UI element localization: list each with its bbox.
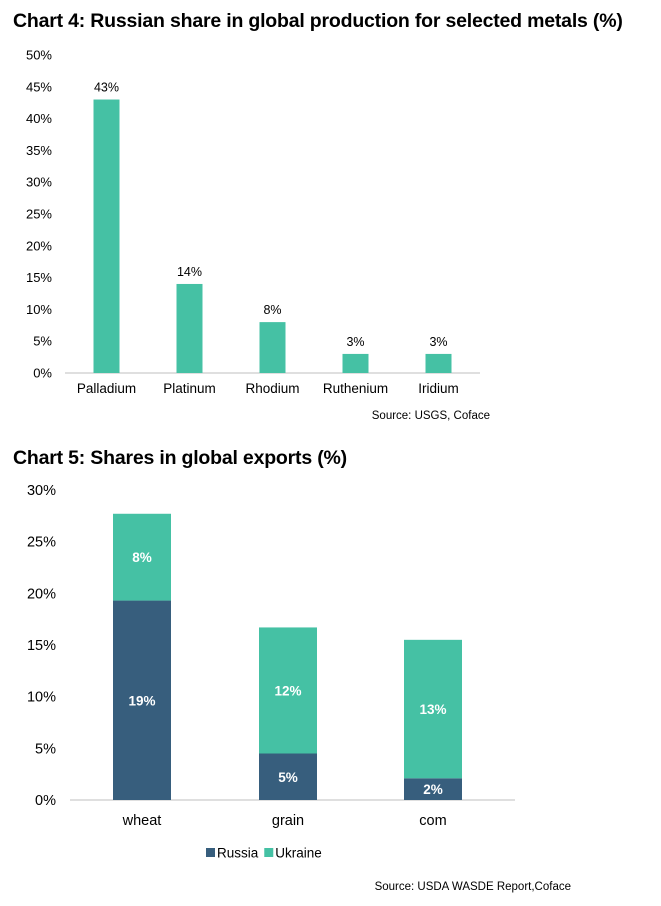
source-note: Source: USDA WASDE Report,Coface <box>375 881 571 893</box>
x-tick-label: Palladium <box>77 381 136 396</box>
legend-label: Ukraine <box>275 846 322 861</box>
y-tick-label: 10% <box>26 302 52 317</box>
data-label: 8% <box>263 303 281 317</box>
chart4-title: Chart 4: Russian share in global product… <box>13 10 623 32</box>
y-tick-label: 5% <box>35 741 56 757</box>
x-tick-label: Iridium <box>418 381 459 396</box>
data-label: 8% <box>132 550 152 565</box>
x-tick-label: Rhodium <box>245 381 299 396</box>
y-tick-label: 10% <box>27 690 56 706</box>
y-tick-label: 15% <box>27 638 56 654</box>
data-label: 43% <box>94 81 119 95</box>
source-note: Source: USGS, Coface <box>372 410 490 422</box>
legend-swatch <box>264 848 274 857</box>
chart5-title: Chart 5: Shares in global exports (%) <box>13 447 347 469</box>
bar-segment <box>113 513 171 601</box>
y-tick-label: 5% <box>33 334 52 349</box>
bar <box>93 99 120 374</box>
bar-segment <box>404 778 462 800</box>
data-label: 2% <box>423 782 443 797</box>
y-tick-label: 20% <box>26 238 52 253</box>
bar-segment <box>259 753 317 800</box>
data-label: 5% <box>278 770 298 785</box>
x-tick-label: com <box>419 813 446 829</box>
y-tick-label: 30% <box>27 483 56 499</box>
y-tick-label: 40% <box>26 111 52 126</box>
bar <box>259 322 286 373</box>
y-tick-label: 35% <box>26 143 52 158</box>
y-tick-label: 15% <box>26 270 52 285</box>
y-tick-label: 0% <box>33 366 52 381</box>
y-tick-label: 25% <box>27 535 56 551</box>
data-label: 13% <box>419 702 446 717</box>
legend-label: Russia <box>217 846 259 861</box>
data-label: 3% <box>346 335 364 349</box>
chart4-svg: 0% 5% 10% 15% 20% 25% 30% 35% 40% 45% 50% 43% Pallad… <box>26 48 490 423</box>
bar <box>176 283 203 373</box>
legend-swatch <box>206 848 215 857</box>
bar <box>342 353 369 373</box>
y-tick-label: 45% <box>26 79 52 94</box>
data-label: 19% <box>128 693 155 708</box>
x-tick-label: grain <box>272 813 304 829</box>
y-tick-label: 50% <box>26 48 52 63</box>
x-tick-label: Ruthenium <box>323 381 388 396</box>
data-label: 14% <box>177 265 202 279</box>
bar <box>425 353 452 373</box>
x-tick-label: Platinum <box>163 381 216 396</box>
data-label: 3% <box>429 335 447 349</box>
data-label: 12% <box>274 683 301 698</box>
y-tick-label: 0% <box>35 793 56 809</box>
y-tick-label: 20% <box>27 586 56 602</box>
y-tick-label: 30% <box>26 175 52 190</box>
bar-segment <box>404 639 462 779</box>
x-tick-label: wheat <box>122 813 162 829</box>
bar-segment <box>113 600 171 800</box>
y-tick-label: 25% <box>26 207 52 222</box>
bar-segment <box>259 627 317 754</box>
